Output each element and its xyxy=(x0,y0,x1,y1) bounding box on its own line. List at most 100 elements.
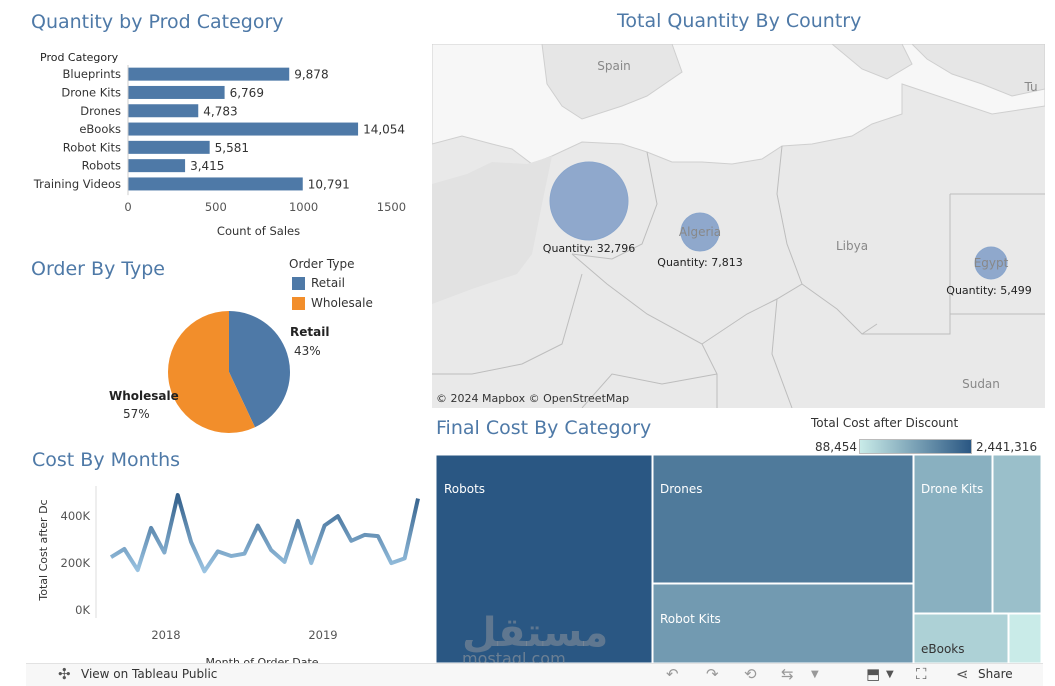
pie-slice-name: Wholesale xyxy=(109,389,179,403)
bar-value-label: 9,878 xyxy=(294,68,328,82)
map-country-label: Egypt xyxy=(974,256,1009,270)
pie-slice-percent: 43% xyxy=(294,344,321,358)
treemap-cell[interactable] xyxy=(1008,613,1042,663)
line-x-tick: 2018 xyxy=(151,628,180,642)
share-button[interactable]: Share xyxy=(978,667,1013,681)
bar[interactable] xyxy=(128,85,225,99)
map-place-label: Spain xyxy=(597,59,631,73)
refresh-icon[interactable]: ⇆ xyxy=(781,665,794,683)
bar-value-label: 10,791 xyxy=(308,177,350,191)
map-place-labels: Spain Libya Sudan Tu xyxy=(597,59,1037,391)
bar[interactable] xyxy=(128,67,290,81)
view-on-tableau-link[interactable]: View on Tableau Public xyxy=(81,667,218,681)
bar-category-label: Drone Kits xyxy=(61,85,121,99)
line-y-axis-label: Total Cost after Dc xyxy=(37,499,50,601)
treemap-cell[interactable] xyxy=(992,455,1042,614)
treemap-cell[interactable] xyxy=(652,583,914,663)
bar-value-label: 3,415 xyxy=(190,159,224,173)
treemap-cell[interactable] xyxy=(913,613,1009,663)
map-bubbles[interactable]: Quantity: 32,796 Algeria Quantity: 7,813 Eg… xyxy=(543,161,1032,297)
watermark-logo: مستقل xyxy=(462,610,609,656)
legend-label-retail[interactable]: Retail xyxy=(311,276,345,290)
cost-months-line-chart: 0K 200K 400K Total Cost after Dc 2018 2019 Mon… xyxy=(37,486,420,663)
map-bubble[interactable] xyxy=(549,161,629,241)
bar[interactable] xyxy=(128,104,199,118)
map-country-label: Algeria xyxy=(679,225,721,239)
map-bubble[interactable] xyxy=(974,246,1008,280)
treemap-cell-label: Drone Kits xyxy=(921,482,983,496)
tableau-toolbar: ✣ View on Tableau Public ↶ ↷ ⟲ ⇆ ▼ ⬒ ▼ ⛶… xyxy=(26,663,1043,686)
treemap-color-gradient xyxy=(859,439,972,454)
country-borders xyxy=(432,145,1045,408)
bar-x-tick: 500 xyxy=(205,200,227,214)
treemap-cell-label: Robots xyxy=(444,482,485,496)
order-type-pie-chart: Retail 43% Wholesale 57% xyxy=(109,311,329,433)
bar-value-label: 6,769 xyxy=(230,86,264,100)
line-y-tick: 400K xyxy=(61,509,91,523)
bar-category-label: Training Videos xyxy=(33,177,121,191)
italy-land xyxy=(831,44,913,80)
redo-icon[interactable]: ↷ xyxy=(706,665,719,683)
pie-slice[interactable] xyxy=(167,311,255,433)
bar-x-tick: 0 xyxy=(124,200,131,214)
atlantic-coast-region xyxy=(432,156,552,304)
balkans-land xyxy=(911,44,1045,97)
map-bubble[interactable] xyxy=(680,212,720,252)
bar-category-label: eBooks xyxy=(79,122,121,136)
legend-swatch-wholesale xyxy=(292,297,305,310)
bar-x-tick: 1500 xyxy=(377,200,406,214)
country-map[interactable]: Spain Libya Sudan Tu Quantity: 32,796 Algeri… xyxy=(432,44,1045,408)
pie-slice-name: Retail xyxy=(290,325,329,339)
map-bubble-label: Quantity: 5,499 xyxy=(946,284,1031,297)
revert-icon[interactable]: ⟲ xyxy=(744,665,757,683)
bar-value-label: 4,783 xyxy=(203,104,237,118)
treemap-cell[interactable] xyxy=(652,455,914,584)
months-title: Cost By Months xyxy=(32,449,181,471)
pie-slice[interactable] xyxy=(229,311,290,428)
share-icon[interactable]: ⋖ xyxy=(956,665,969,683)
bar-category-label: Robot Kits xyxy=(63,140,121,154)
order-type-title: Order By Type xyxy=(31,258,165,280)
bar-category-label: Blueprints xyxy=(63,67,121,81)
bar[interactable] xyxy=(128,159,186,173)
treemap-legend-max: 2,441,316 xyxy=(976,440,1038,454)
line-y-tick: 0K xyxy=(75,603,90,617)
map-bubble-label: Quantity: 7,813 xyxy=(657,256,742,269)
prod-category-title: Quantity by Prod Category xyxy=(31,11,284,33)
bar-category-label: Robots xyxy=(82,159,121,173)
cost-line-series[interactable] xyxy=(109,493,420,574)
bar-category-label: Drones xyxy=(80,104,121,118)
fullscreen-icon[interactable]: ⛶ xyxy=(916,665,927,683)
refresh-dropdown-icon[interactable]: ▼ xyxy=(811,669,819,680)
final-cost-title: Final Cost By Category xyxy=(436,417,652,439)
download-dropdown-icon[interactable]: ▼ xyxy=(886,669,894,680)
line-x-axis-label: Month of Order Date xyxy=(205,656,318,663)
pie-slice-percent: 57% xyxy=(123,407,150,421)
map-place-label: Tu xyxy=(1023,80,1037,94)
download-icon[interactable]: ⬒ xyxy=(866,665,881,683)
bar-value-label: 5,581 xyxy=(215,141,249,155)
map-attribution: © 2024 Mapbox © OpenStreetMap xyxy=(436,392,629,405)
treemap-legend-title: Total Cost after Discount xyxy=(811,416,959,430)
bar[interactable] xyxy=(128,177,303,191)
bar-category-header: Prod Category xyxy=(40,51,119,64)
line-y-tick: 200K xyxy=(61,556,91,570)
treemap-cell[interactable] xyxy=(913,455,993,614)
order-type-legend-title: Order Type xyxy=(289,257,355,271)
bar[interactable] xyxy=(128,140,210,154)
undo-icon[interactable]: ↶ xyxy=(666,665,679,683)
country-title: Total Quantity By Country xyxy=(617,10,862,32)
final-cost-treemap[interactable]: Robots Drones Robot Kits Drone Kits eBooks xyxy=(436,455,1043,663)
tableau-logo-icon: ✣ xyxy=(58,665,71,683)
legend-label-wholesale[interactable]: Wholesale xyxy=(311,296,373,310)
bar[interactable] xyxy=(128,122,359,136)
treemap-legend-min: 88,454 xyxy=(815,440,857,454)
iberia-land xyxy=(541,44,683,120)
bar-x-axis-label: Count of Sales xyxy=(217,224,300,238)
map-bubble-label: Quantity: 32,796 xyxy=(543,242,635,255)
bar-value-label: 14,054 xyxy=(363,123,405,137)
bar-x-tick: 1000 xyxy=(289,200,318,214)
treemap-cell[interactable] xyxy=(436,455,653,663)
legend-swatch-retail xyxy=(292,277,305,290)
map-place-label: Libya xyxy=(836,239,868,253)
